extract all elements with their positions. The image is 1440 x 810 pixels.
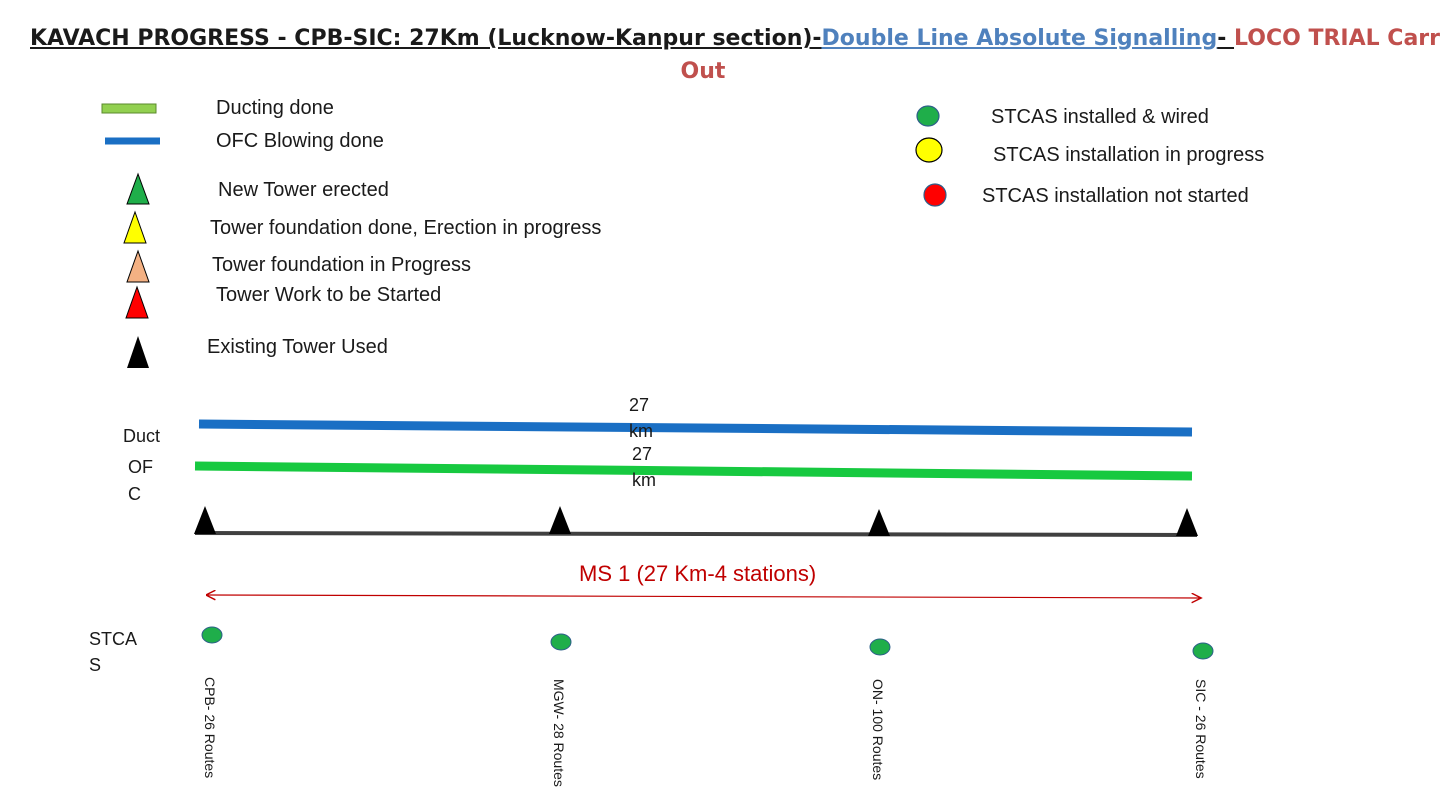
new-tower-icon (126, 172, 150, 205)
duct-row-label: Duct (123, 426, 161, 446)
legend-existing-label: Existing Tower Used (207, 336, 388, 358)
duct-length-unit: km (629, 421, 653, 441)
legend-in-progress-label: STCAS installation in progress (993, 144, 1265, 166)
tower-icon-mgw (549, 506, 571, 534)
legend-installed-label: STCAS installed & wired (991, 106, 1209, 128)
title-signalling: Double Line Absolute Signalling (821, 26, 1218, 51)
tower-icon-on (868, 509, 890, 536)
tower-icon-sic (1176, 508, 1198, 536)
stcas-not-started-icon (923, 183, 947, 207)
ofc-length-value: 27 (632, 444, 653, 464)
legend-not-started-label: STCAS installation not started (982, 185, 1249, 207)
duct-line (198, 419, 1193, 437)
foundation-progress-icon (126, 249, 150, 283)
station-label-on: ON- 100 Routes (870, 679, 886, 781)
title-loco-trial: LOCO TRIAL Carried (1234, 26, 1440, 51)
stcas-row-label-2: S (89, 655, 102, 675)
station-label-cpb: CPB- 26 Routes (202, 677, 218, 779)
ducting-legend-swatch (101, 103, 157, 114)
ofc-row-label-2: C (128, 484, 141, 504)
ofc-row-label-1: OF (128, 457, 153, 477)
existing-tower-icon (127, 336, 149, 368)
track-line (194, 531, 1198, 537)
stcas-dot-cpb (201, 626, 223, 644)
station-label-mgw: MGW- 28 Routes (551, 679, 567, 787)
ms-section-label: MS 1 (27 Km-4 stations) (579, 561, 817, 586)
stcas-dot-mgw (550, 633, 572, 651)
ofc-length-unit: km (632, 470, 656, 490)
legend-foundation-done-label: Tower foundation done, Erection in progr… (210, 217, 602, 239)
foundation-done-icon (123, 210, 147, 244)
stcas-row-label-1: STCA (89, 629, 138, 649)
tower-to-start-icon (125, 285, 149, 319)
duct-length-value: 27 (629, 395, 650, 415)
page-title: KAVACH PROGRESS - CPB-SIC: 27Km (Lucknow… (30, 24, 1440, 54)
ofc-line (194, 461, 1193, 481)
legend-ofc-label: OFC Blowing done (216, 130, 384, 152)
title-dash: - (1217, 26, 1235, 51)
stcas-installed-icon (916, 105, 940, 127)
title-main: KAVACH PROGRESS - CPB-SIC: 27Km (Lucknow… (30, 26, 822, 51)
legend-to-be-started-label: Tower Work to be Started (216, 284, 442, 306)
stcas-dot-sic (1192, 642, 1214, 660)
legend-foundation-progress-label: Tower foundation in Progress (212, 254, 472, 276)
legend-ducting-label: Ducting done (216, 97, 334, 119)
tower-icon-cpb (194, 506, 216, 534)
legend-new-tower-label: New Tower erected (218, 179, 389, 201)
stcas-dot-on (869, 638, 891, 656)
stcas-in-progress-icon (915, 137, 943, 163)
station-label-sic: SIC - 26 Routes (1193, 679, 1209, 779)
ms-span-arrow (207, 595, 1200, 598)
title-continuation: Out (680, 59, 726, 84)
